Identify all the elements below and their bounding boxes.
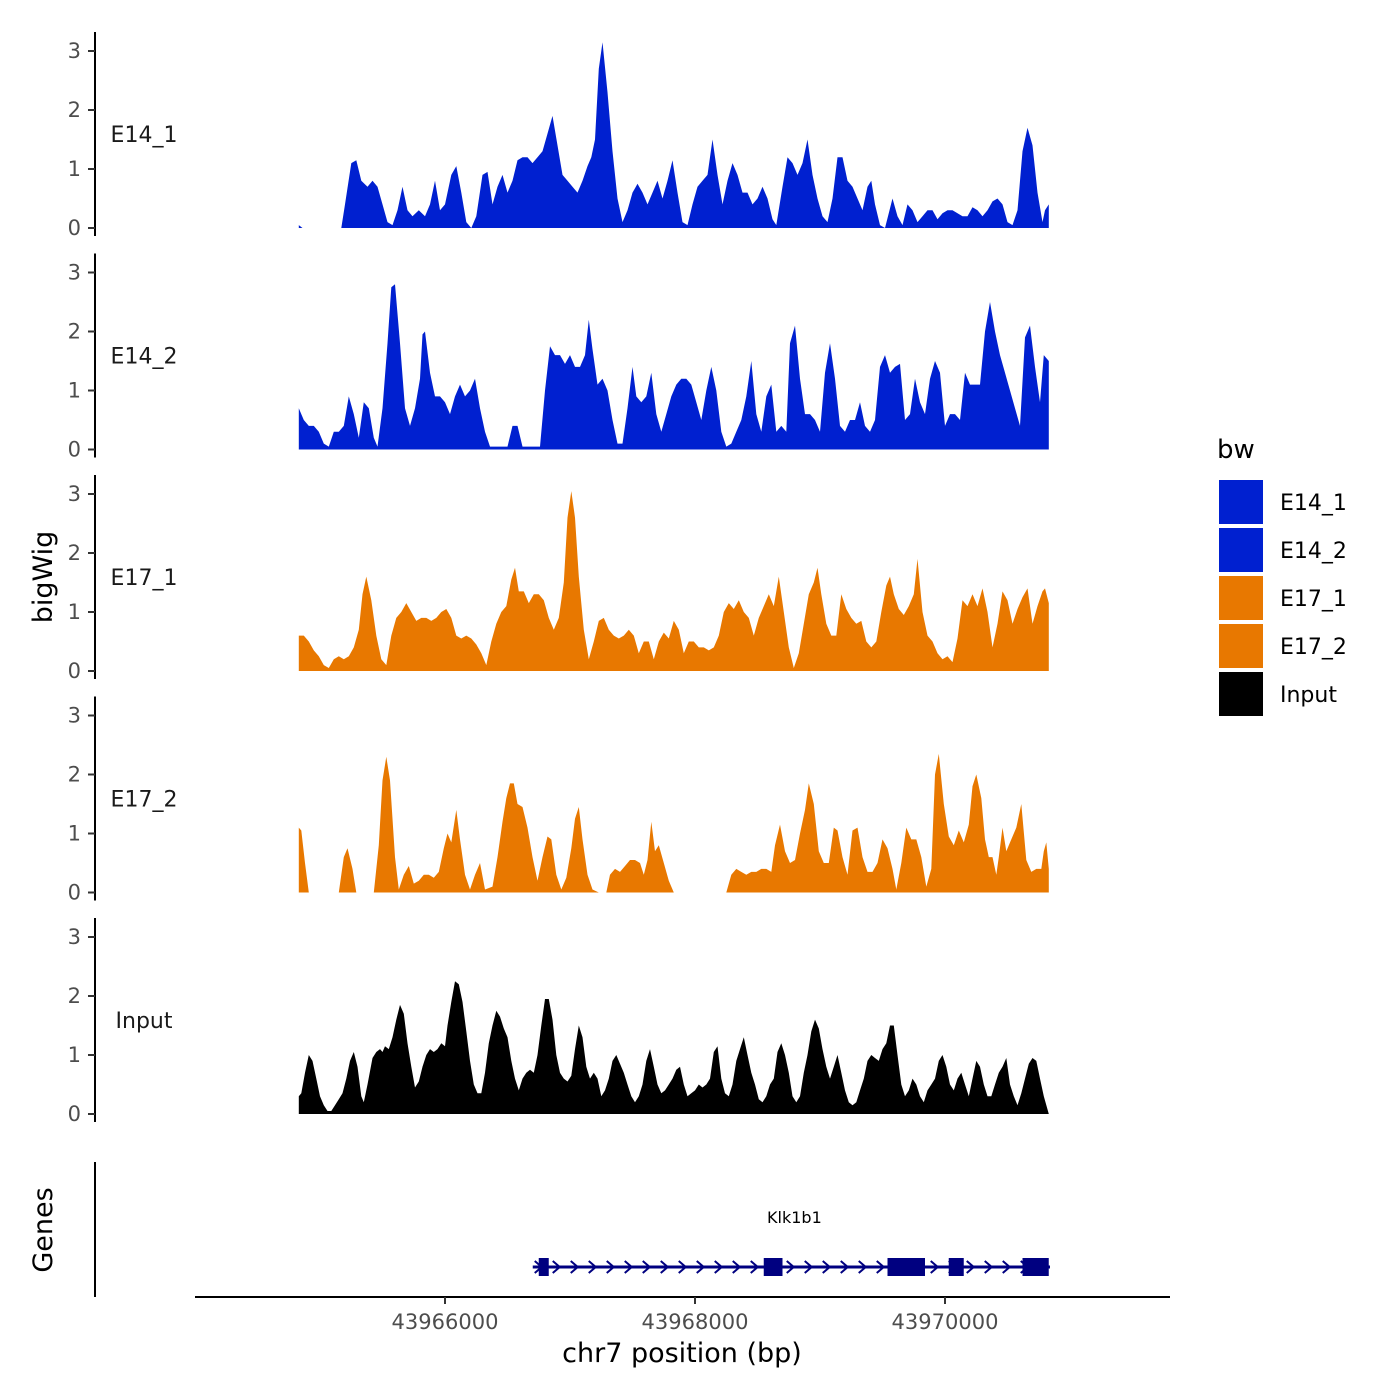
strand-arrow [984, 1260, 994, 1274]
track-label: E14_1 [111, 123, 178, 148]
tracks-group: 0 1 2 3 E14_1 0 1 2 3 E14_2 0 1 2 3 E17_1 0 1 2 3 E17_2 0 1 2 3… [68, 32, 1049, 1126]
y-axis-title: bigWig [28, 531, 59, 624]
gene-exon [763, 1258, 783, 1276]
strand-arrow [840, 1260, 850, 1274]
y-tick-label: 1 [68, 822, 81, 846]
gene-exon [538, 1258, 549, 1276]
y-tick-label: 1 [68, 379, 81, 403]
x-tick-label: 43968000 [642, 1310, 749, 1334]
track-label: E14_2 [111, 345, 178, 370]
strand-arrow [966, 1260, 976, 1274]
legend: bw E14_1 E14_2 E17_1 E17_2 Input [1217, 435, 1347, 716]
gene-panel: Genes Klk1b1 [28, 1162, 1050, 1297]
legend-label: E17_1 [1280, 587, 1347, 612]
strand-arrow [804, 1260, 814, 1274]
legend-swatch [1219, 528, 1263, 572]
legend-label: Input [1280, 683, 1337, 708]
gene-name-label: Klk1b1 [767, 1208, 822, 1227]
gene-body [532, 1258, 1050, 1276]
y-tick-label: 2 [68, 320, 81, 344]
strand-arrow [1002, 1260, 1012, 1274]
y-tick-label: 2 [68, 541, 81, 565]
gene-exon [1022, 1258, 1049, 1276]
legend-swatch [1219, 672, 1263, 716]
x-ticks: 43966000 43968000 43970000 [392, 1297, 999, 1334]
legend-swatch [1219, 624, 1263, 668]
y-tick-label: 3 [68, 482, 81, 506]
strand-arrow [624, 1260, 634, 1274]
strand-arrow [786, 1260, 796, 1274]
y-tick-label: 0 [68, 659, 81, 683]
y-tick-label: 1 [68, 1043, 81, 1067]
strand-arrow [570, 1260, 580, 1274]
coverage-area [298, 42, 1049, 229]
strand-arrow [858, 1260, 868, 1274]
y-tick-label: 3 [68, 925, 81, 949]
x-axis-title: chr7 position (bp) [562, 1338, 802, 1369]
strand-arrow [732, 1260, 742, 1274]
gene-exon [887, 1258, 925, 1276]
legend-swatch [1219, 480, 1263, 524]
y-tick-label: 0 [68, 216, 81, 240]
strand-arrow [552, 1260, 562, 1274]
track-e14-1: 0 1 2 3 E14_1 [68, 32, 1049, 240]
coverage-area [298, 284, 1049, 450]
strand-arrow [642, 1260, 652, 1274]
strand-arrow [930, 1260, 940, 1274]
legend-label: E14_2 [1280, 539, 1347, 564]
legend-swatch [1219, 576, 1263, 620]
coverage-area [298, 753, 1049, 893]
gene-exon [948, 1258, 964, 1276]
y-tick-label: 2 [68, 763, 81, 787]
y-tick-label: 3 [68, 704, 81, 728]
y-tick-label: 1 [68, 157, 81, 181]
track-e17-1: 0 1 2 3 E17_1 [68, 475, 1049, 683]
track-label: E17_2 [111, 788, 178, 813]
strand-arrow [876, 1260, 886, 1274]
y-tick-label: 3 [68, 39, 81, 63]
x-tick-label: 43966000 [392, 1310, 499, 1334]
x-axis: 43966000 43968000 43970000 chr7 position (… [195, 1296, 1170, 1369]
legend-items: E14_1 E14_2 E17_1 E17_2 Input [1219, 480, 1347, 716]
legend-title: bw [1217, 435, 1255, 465]
strand-arrow [750, 1260, 760, 1274]
coverage-area [298, 491, 1049, 671]
strand-arrow [660, 1260, 670, 1274]
y-tick-label: 0 [68, 1102, 81, 1126]
track-label: Input [116, 1009, 173, 1034]
track-e14-2: 0 1 2 3 E14_2 [68, 253, 1049, 462]
y-tick-label: 1 [68, 600, 81, 624]
strand-arrow [588, 1260, 598, 1274]
legend-label: E17_2 [1280, 635, 1347, 660]
track-input: 0 1 2 3 Input [68, 918, 1049, 1126]
track-label: E17_1 [111, 566, 178, 591]
coverage-area [298, 981, 1049, 1114]
y-tick-label: 0 [68, 438, 81, 462]
gene-track-title: Genes [28, 1187, 59, 1272]
legend-label: E14_1 [1280, 491, 1347, 516]
y-tick-label: 2 [68, 98, 81, 122]
y-tick-label: 0 [68, 881, 81, 905]
strand-arrow [822, 1260, 832, 1274]
y-tick-label: 3 [68, 261, 81, 285]
strand-arrow [714, 1260, 724, 1274]
strand-arrow [696, 1260, 706, 1274]
strand-arrow [678, 1260, 688, 1274]
y-tick-label: 2 [68, 984, 81, 1008]
strand-arrow [606, 1260, 616, 1274]
track-e17-2: 0 1 2 3 E17_2 [68, 696, 1049, 905]
x-tick-label: 43970000 [892, 1310, 999, 1334]
